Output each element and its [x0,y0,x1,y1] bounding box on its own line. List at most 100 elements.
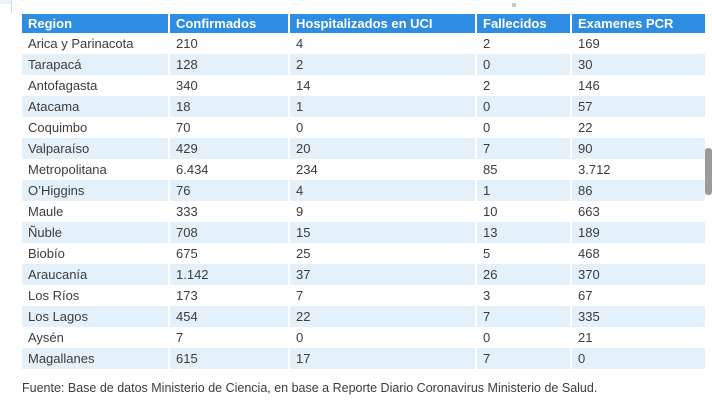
covid-regions-table: Region Confirmados Hospitalizados en UCI… [22,14,705,369]
fallecidos-cell: 26 [476,264,572,285]
pcr-cell: 370 [571,264,705,285]
region-cell: O’Higgins [22,180,170,201]
fallecidos-cell: 7 [476,306,572,327]
confirmados-cell: 1.142 [169,264,290,285]
confirmados-cell: 18 [169,96,290,117]
column-header-hospitalizados-uci: Hospitalizados en UCI [289,14,477,33]
region-cell: Araucanía [22,264,170,285]
uci-cell: 4 [289,180,477,201]
pcr-cell: 86 [571,180,705,201]
region-cell: Tarapacá [22,54,170,75]
table-row: Atacama 18 1 0 57 [22,96,705,117]
confirmados-cell: 70 [169,117,290,138]
fallecidos-cell: 3 [476,285,572,306]
region-cell: Los Lagos [22,306,170,327]
region-cell: Aysén [22,327,170,348]
fallecidos-cell: 2 [476,33,572,54]
pcr-cell: 30 [571,54,705,75]
region-cell: Metropolitana [22,159,170,180]
column-header-examenes-pcr: Examenes PCR [571,14,705,33]
pcr-cell: 189 [571,222,705,243]
pcr-cell: 3.712 [578,162,611,177]
pcr-cell: 0 [571,348,705,369]
uci-cell: 1 [289,96,477,117]
region-cell: Antofagasta [22,75,170,96]
fallecidos-cell: 5 [476,243,572,264]
region-cell: Arica y Parinacota [22,33,170,54]
top-edge-divider [11,0,12,13]
uci-cell: 37 [289,264,477,285]
top-edge-artifact [0,0,11,4]
region-cell: Coquimbo [22,117,170,138]
fallecidos-cell: 0 [476,117,572,138]
fallecidos-cell: 0 [476,54,572,75]
region-cell: Maule [22,201,170,222]
confirmados-cell: 128 [169,54,290,75]
pcr-cell: 90 [571,138,705,159]
uci-cell: 0 [289,117,477,138]
top-dot-artifact [512,3,516,7]
pcr-cell: 335 [571,306,705,327]
source-attribution: Fuente: Base de datos Ministerio de Cien… [22,381,598,395]
table-row: Los Ríos 173 7 3 67 [22,285,705,306]
uci-cell: 9 [289,201,477,222]
uci-cell: 17 [289,348,477,369]
table-row: Aysén 7 0 0 21 [22,327,705,348]
pcr-cell: 468 [578,246,600,261]
uci-cell: 234 [289,159,477,180]
fallecidos-cell: 0 [476,327,572,348]
pcr-cell: 663 [578,204,600,219]
confirmados-cell: 210 [169,33,290,54]
table-row: Coquimbo 70 0 0 22 [22,117,705,138]
fallecidos-cell: 1 [476,180,572,201]
table-row: O’Higgins 76 4 1 86 [22,180,705,201]
fallecidos-cell: 13 [476,222,572,243]
confirmados-cell: 708 [169,222,290,243]
region-cell: Ñuble [22,222,170,243]
table-row: Araucanía 1.142 37 26 370 [22,264,705,285]
table-row: Maule 333 9 10 663 [22,201,705,222]
table-body: Arica y Parinacota 210 4 2 169 Tarapacá 128 2 0 3… [22,33,705,369]
region-cell: Atacama [22,96,170,117]
confirmados-cell: 76 [169,180,290,201]
confirmados-cell: 340 [169,75,290,96]
pcr-cell: 22 [578,120,593,135]
uci-cell: 22 [289,306,477,327]
uci-cell: 4 [289,33,477,54]
table-row: Arica y Parinacota 210 4 2 169 [22,33,705,54]
fallecidos-cell: 2 [476,75,572,96]
vertical-scrollbar-thumb[interactable] [705,148,712,195]
region-cell: Biobío [22,243,170,264]
table-row: Tarapacá 128 2 0 30 [22,54,705,75]
table-row: Magallanes 615 17 7 0 [22,348,705,369]
fallecidos-cell: 7 [476,138,572,159]
confirmados-cell: 615 [169,348,290,369]
uci-cell: 14 [289,75,477,96]
pcr-cell: 57 [571,96,705,117]
fallecidos-cell: 0 [476,96,572,117]
table-header-row: Region Confirmados Hospitalizados en UCI… [22,14,705,33]
uci-cell: 2 [289,54,477,75]
confirmados-cell: 333 [169,201,290,222]
confirmados-cell: 675 [169,243,290,264]
uci-cell: 0 [289,327,477,348]
table-row: Biobío 675 25 5 468 [22,243,705,264]
confirmados-cell: 173 [169,285,290,306]
confirmados-cell: 429 [169,138,290,159]
region-cell: Los Ríos [22,285,170,306]
fallecidos-cell: 10 [476,201,572,222]
pcr-cell: 146 [578,78,600,93]
uci-cell: 7 [289,285,477,306]
column-header-region: Region [22,14,170,33]
confirmados-cell: 454 [169,306,290,327]
pcr-cell: 67 [578,288,593,303]
region-cell: Valparaíso [22,138,170,159]
table-row: Metropolitana 6.434 234 85 3.712 [22,159,705,180]
table-row: Ñuble 708 15 13 189 [22,222,705,243]
uci-cell: 20 [289,138,477,159]
table-row: Antofagasta 340 14 2 146 [22,75,705,96]
fallecidos-cell: 7 [476,348,572,369]
pcr-cell: 169 [578,36,600,51]
confirmados-cell: 7 [169,327,290,348]
